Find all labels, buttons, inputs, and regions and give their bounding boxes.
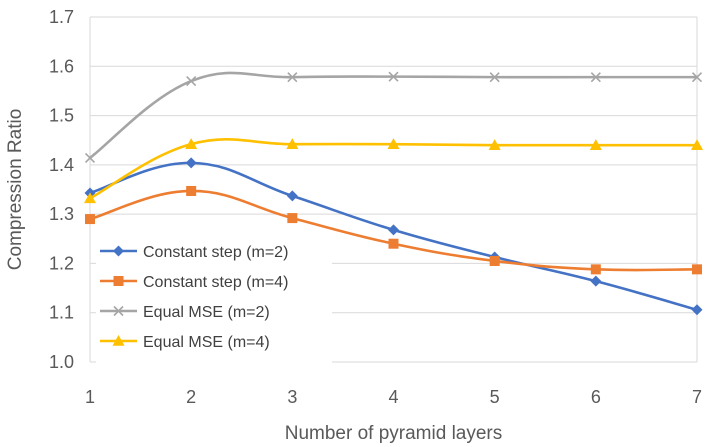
x-tick-label: 6 (591, 387, 601, 407)
y-tick-label: 1.3 (49, 204, 74, 224)
series-1 (85, 185, 702, 275)
x-axis-ticks: 1 2 3 4 5 6 7 (85, 387, 702, 407)
data-point (388, 224, 399, 236)
data-point (691, 139, 703, 150)
data-point (84, 152, 96, 164)
legend-label: Constant step (m=2) (143, 244, 288, 261)
data-point (590, 275, 602, 287)
series-3 (84, 138, 703, 204)
legend: Constant step (m=2) Constant step (m=4) Eq… (96, 236, 332, 364)
data-point (84, 192, 96, 204)
data-point (286, 138, 299, 149)
data-point (286, 190, 298, 202)
legend-label: Equal MSE (m=2) (143, 304, 270, 321)
series-lines (84, 71, 703, 316)
x-tick-label: 2 (186, 387, 196, 407)
legend-swatch-marker (113, 276, 124, 286)
x-tick-label: 7 (692, 387, 702, 407)
data-point (488, 139, 501, 150)
legend-item: Constant step (m=2) (100, 244, 288, 261)
data-point (590, 72, 601, 83)
data-point (186, 76, 197, 87)
data-point (287, 72, 298, 83)
legend-item: Constant step (m=4) (100, 274, 288, 291)
series-2 (84, 71, 703, 164)
y-tick-label: 1.7 (49, 7, 74, 27)
legend-swatch-marker (113, 245, 124, 257)
legend-label: Equal MSE (m=4) (143, 334, 270, 351)
y-tick-label: 1.2 (49, 253, 74, 273)
legend-item: Equal MSE (m=4) (100, 334, 270, 351)
legend-background (96, 236, 332, 364)
x-tick-label: 3 (287, 387, 297, 407)
data-point (691, 304, 703, 316)
data-point (589, 139, 602, 150)
legend-swatch-marker (113, 305, 124, 317)
legend-item: Equal MSE (m=2) (100, 304, 270, 321)
legend-swatch-marker (112, 335, 125, 346)
data-point (691, 72, 703, 83)
y-tick-label: 1.5 (49, 106, 74, 126)
x-axis-label: Number of pyramid layers (285, 423, 503, 444)
y-axis-ticks: 1.0 1.1 1.2 1.3 1.4 1.5 1.6 1.7 (49, 7, 74, 372)
data-point (185, 157, 197, 169)
data-point (489, 72, 500, 83)
x-tick-label: 1 (85, 387, 95, 407)
data-point (85, 214, 95, 225)
data-point (388, 71, 399, 82)
y-axis-label: Compression Ratio (5, 109, 26, 271)
data-point (185, 138, 198, 149)
legend-label: Constant step (m=4) (143, 274, 288, 291)
data-point (186, 185, 197, 196)
data-point (287, 213, 298, 224)
x-tick-label: 4 (388, 387, 398, 407)
data-point (387, 138, 400, 149)
y-tick-label: 1.1 (49, 303, 74, 323)
data-point (388, 238, 399, 249)
data-point (489, 255, 500, 266)
y-tick-label: 1.6 (49, 56, 74, 76)
y-tick-label: 1.0 (49, 352, 74, 372)
data-point (692, 264, 702, 275)
y-tick-label: 1.4 (49, 155, 74, 175)
data-point (590, 264, 601, 275)
x-tick-label: 5 (490, 387, 500, 407)
